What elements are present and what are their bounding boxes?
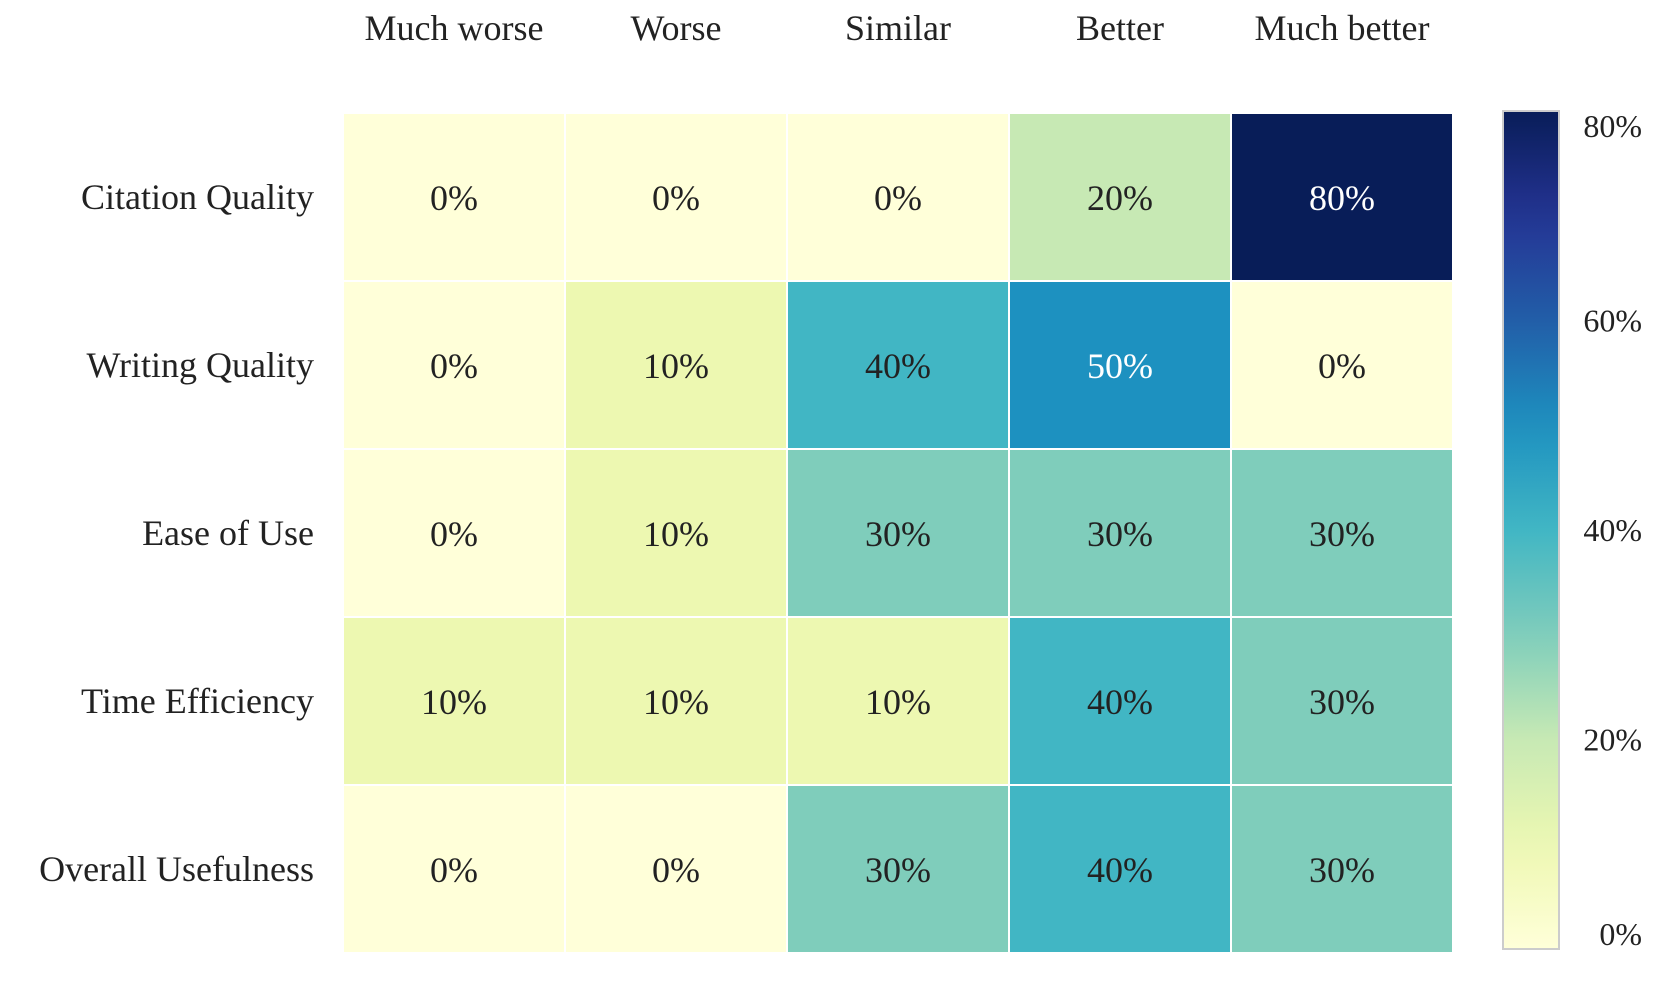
row-label: Ease of Use	[142, 513, 314, 553]
cell-value-label: 0%	[430, 346, 478, 386]
heatmap-cell	[788, 786, 1008, 952]
cell-value-label: 30%	[1309, 682, 1375, 722]
colorbar-tick-label: 60%	[1583, 303, 1642, 339]
heatmap-cell	[1232, 786, 1452, 952]
cell-value-label: 30%	[1309, 850, 1375, 890]
heatmap-cell	[788, 450, 1008, 616]
cell-value-label: 30%	[865, 850, 931, 890]
heatmap-cell	[566, 114, 786, 280]
heatmap-cell	[566, 786, 786, 952]
row-label: Writing Quality	[86, 345, 314, 385]
cell-value-label: 0%	[430, 178, 478, 218]
colorbar-tick-label: 20%	[1583, 722, 1642, 758]
heatmap-cell	[1232, 618, 1452, 784]
cell-value-label: 30%	[1309, 514, 1375, 554]
cell-value-label: 40%	[865, 346, 931, 386]
column-label: Better	[1076, 8, 1164, 48]
colorbar: 0% 20% 40% 60% 80%	[1502, 108, 1642, 952]
cell-value-label: 40%	[1087, 682, 1153, 722]
cell-value-label: 0%	[1318, 346, 1366, 386]
column-label: Much worse	[365, 8, 544, 48]
column-label: Much better	[1255, 8, 1430, 48]
cell-value-label: 50%	[1087, 346, 1153, 386]
heatmap-cell	[1232, 450, 1452, 616]
row-label: Citation Quality	[81, 177, 314, 217]
colorbar-tick-label: 40%	[1583, 512, 1642, 548]
cell-value-label: 0%	[652, 178, 700, 218]
heatmap-cell	[344, 114, 564, 280]
heatmap-cell	[566, 450, 786, 616]
heatmap-cell	[788, 618, 1008, 784]
cell-value-label: 80%	[1309, 178, 1375, 218]
heatmap-cells: 0% 0% 0% 20% 80% 0% 10% 40% 50% 0% 0% 10% 30% 30% 30% 1…	[344, 114, 1452, 952]
cell-value-label: 40%	[1087, 850, 1153, 890]
cell-value-label: 10%	[643, 514, 709, 554]
cell-value-label: 10%	[643, 346, 709, 386]
heatmap-cell	[344, 786, 564, 952]
row-label: Time Efficiency	[81, 681, 314, 721]
heatmap-cell	[566, 618, 786, 784]
column-label: Similar	[845, 8, 951, 48]
heatmap-cell	[1010, 114, 1230, 280]
heatmap-cell	[788, 114, 1008, 280]
heatmap-cell	[1010, 282, 1230, 448]
row-label: Overall Usefulness	[39, 849, 314, 889]
cell-value-label: 0%	[652, 850, 700, 890]
colorbar-tick-label: 80%	[1583, 108, 1642, 144]
heatmap-cell	[788, 282, 1008, 448]
column-label: Worse	[630, 8, 721, 48]
heatmap-cell	[344, 282, 564, 448]
column-labels: Much worse Worse Similar Better Much better	[365, 8, 1430, 48]
cell-value-label: 0%	[430, 514, 478, 554]
cell-value-label: 10%	[865, 682, 931, 722]
colorbar-tick-label: 0%	[1599, 916, 1642, 952]
cell-value-label: 0%	[874, 178, 922, 218]
heatmap-cell	[1232, 282, 1452, 448]
heatmap-cell	[1010, 618, 1230, 784]
cell-value-label: 10%	[421, 682, 487, 722]
heatmap-cell	[344, 450, 564, 616]
heatmap-cell	[344, 618, 564, 784]
heatmap-cell	[1010, 450, 1230, 616]
heatmap-cell	[1010, 786, 1230, 952]
cell-value-label: 30%	[1087, 514, 1153, 554]
heatmap-cell	[566, 282, 786, 448]
cell-value-label: 10%	[643, 682, 709, 722]
cell-value-label: 0%	[430, 850, 478, 890]
cell-value-label: 20%	[1087, 178, 1153, 218]
cell-value-label: 30%	[865, 514, 931, 554]
colorbar-gradient	[1502, 110, 1560, 950]
heatmap-cell	[1232, 114, 1452, 280]
row-labels: Citation Quality Writing Quality Ease of U…	[39, 177, 314, 889]
